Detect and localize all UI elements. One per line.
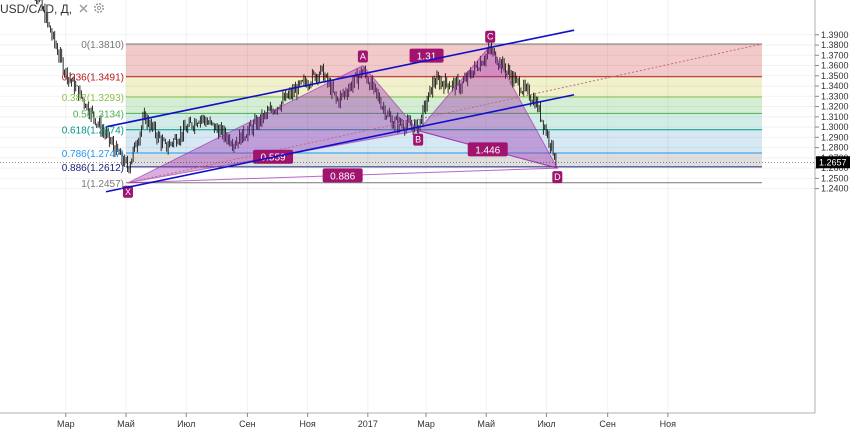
price-axis-tick-label: 1.3900 [821,30,849,40]
chart-header: USD/CAD, Д, [0,2,104,16]
time-axis-tick-label: Ноя [660,419,677,429]
time-axis-tick-label: Июл [177,419,195,429]
fib-level-label-0.5: 0.5(1.3134) [73,109,124,120]
price-axis-tick-label: 1.3600 [821,61,849,71]
fib-zone-0.382 [126,97,762,114]
price-axis-tick-label: 1.3100 [821,112,849,122]
time-axis-tick-label: Май [117,419,135,429]
pattern-point-label-a: A [360,52,366,62]
time-axis[interactable]: Мар Май Июл Сен Ноя 2017 Мар Май Июл Сен Ноя [0,412,850,431]
pattern-point-x[interactable] [122,185,133,198]
price-axis-tick-label: 1.2400 [821,184,849,194]
time-axis-tick-label: Мар [57,419,75,429]
price-axis-tick-label: 1.3000 [821,122,849,132]
fib-level-labels: 0(1.3810) 0.236(1.3491) 0.382(1.3293) 0.5(1… [62,40,124,190]
fib-zone-0.618 [126,129,762,154]
fib-level-label-0.382: 0.382(1.3293) [62,93,124,104]
pattern-point-b[interactable] [413,133,424,146]
pattern-point-label-c: C [487,32,494,42]
fib-level-label-0.618: 0.618(1.2974) [62,126,124,137]
channel-lower-line[interactable] [105,93,575,193]
grid-lines [0,0,815,413]
symbol-title: USD/CAD, Д, [0,2,72,16]
price-series [34,0,557,174]
price-axis-tick-label: 1.3800 [821,40,849,50]
last-price-tag-label: 1.2657 [819,157,847,167]
fib-level-label-0.886: 0.886(1.2612) [62,163,124,174]
pattern-point-d[interactable] [552,171,563,184]
price-axis-tick-label: 1.3500 [821,71,849,81]
pattern-point-c[interactable] [485,30,496,43]
fib-zone-0.886 [126,166,762,183]
time-axis-tick-label: Сен [599,419,616,429]
time-axis-tick-label: 2017 [358,419,378,429]
fib-level-label-0: 0(1.3810) [81,40,124,51]
ratio-label-xd[interactable]: 0.886 [330,171,355,182]
fib-zone-0 [126,44,762,77]
time-axis-background [0,413,850,431]
time-axis-tick-label: Сен [239,419,256,429]
price-axis-tick-label: 1.2500 [821,173,849,183]
gear-icon[interactable] [94,3,104,13]
channel-upper-line[interactable] [105,29,575,128]
pattern-dotted-extension [127,43,763,184]
pattern-point-label-b: B [415,135,421,145]
trend-channel[interactable] [105,29,575,193]
fib-level-label-1: 1(1.2457) [81,179,124,190]
price-axis-tick-label: 1.3400 [821,81,849,91]
time-axis-tick-label: Май [477,419,495,429]
price-axis-tick-label: 1.3300 [821,91,849,101]
pattern-point-label-d: D [554,172,561,182]
ratio-label-bg-xd[interactable] [322,168,363,183]
time-axis-tick-label: Ноя [299,419,316,429]
price-axis-tick-label: 1.2800 [821,143,849,153]
price-axis-background [815,0,850,431]
price-axis-tick-label: 1.3200 [821,102,849,112]
time-axis-tick-label: Мар [417,419,435,429]
ratio-label-bd[interactable]: 1.446 [475,145,500,156]
fib-level-label-0.236: 0.236(1.3491) [62,73,124,84]
time-axis-tick-label: Июл [537,419,555,429]
close-icon[interactable] [79,4,88,13]
ratio-label-ac[interactable]: 1.31 [417,52,437,63]
pattern-point-a[interactable] [357,50,368,63]
fib-level-label-0.786: 0.786(1.2747) [62,149,124,160]
last-price-tag[interactable] [816,156,850,169]
pattern-point-label-x: X [125,187,131,197]
price-axis-tick-label: 1.2900 [821,132,849,142]
ratio-label-bg-bd[interactable] [467,142,508,157]
price-axis-tick-label: 1.3700 [821,50,849,60]
ratio-label-xb[interactable]: 0.559 [261,153,286,164]
